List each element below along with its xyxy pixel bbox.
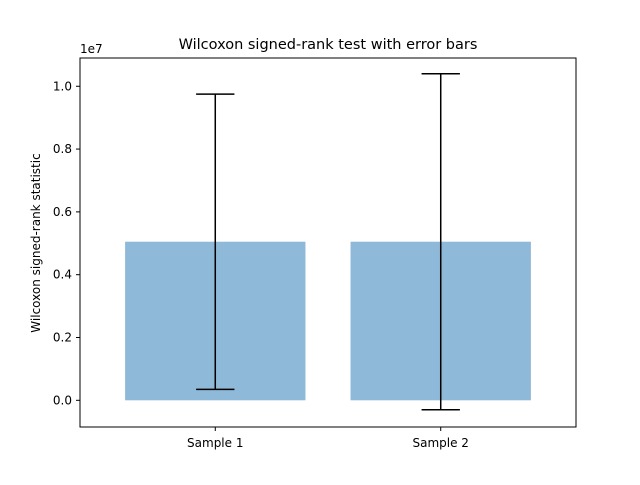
y-tick-label-3: 0.4	[53, 268, 72, 282]
error-bars-layer	[196, 72, 460, 411]
y-axis-ticks: 0.0 0.2 0.4 0.6 0.8 1.0	[53, 79, 80, 407]
plot-area-frame	[79, 57, 577, 428]
x-axis-ticks: Sample 1 Sample 2	[187, 427, 469, 450]
x-tick-label-1: Sample 1	[187, 436, 243, 450]
y-tick-label-4: 0.6	[53, 205, 72, 219]
y-tick-label-6: 1.0	[53, 79, 72, 93]
y-tick-label-2: 0.2	[53, 330, 72, 344]
y-tick-label-1: 0.0	[53, 393, 72, 407]
y-tick-label-5: 0.8	[53, 142, 72, 156]
y-axis-label: Wilcoxon signed-rank statistic	[29, 153, 43, 332]
x-tick-label-2: Sample 2	[413, 436, 469, 450]
chart-title: Wilcoxon signed-rank test with error bar…	[179, 37, 478, 53]
y-axis-offset-label: 1e7	[80, 42, 103, 56]
